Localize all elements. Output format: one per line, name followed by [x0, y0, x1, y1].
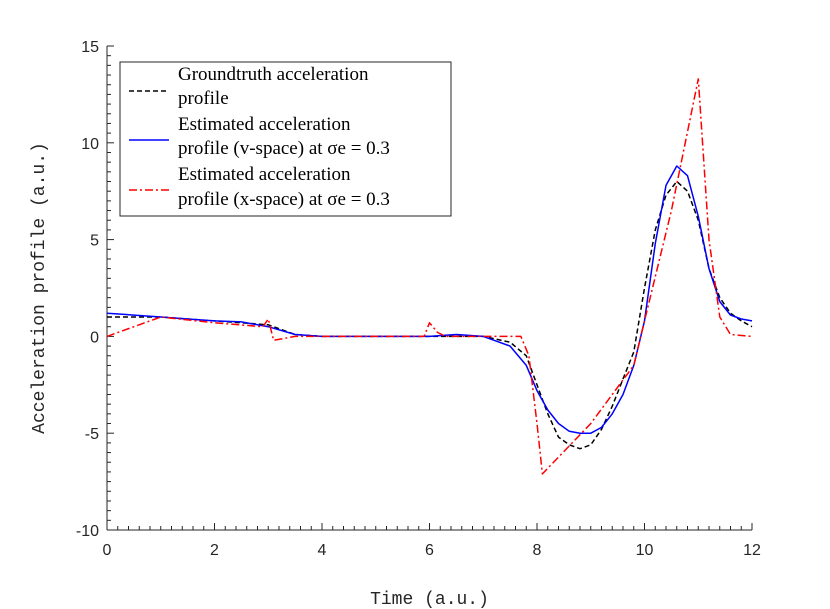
legend-label-v-space-line2: profile (v-space) at σe = 0.3	[178, 138, 390, 159]
x-axis-title: Time (a.u.)	[370, 590, 489, 609]
series-groundtruth-line	[107, 180, 753, 450]
x-tick-label: 6	[425, 542, 434, 559]
y-tick-label: 0	[90, 329, 99, 346]
legend-label-x-space-line1: Estimated acceleration	[178, 164, 351, 185]
legend: Groundtruth acceleration profile Estimat…	[119, 61, 452, 217]
y-axis-title: Acceleration profile (a.u.)	[30, 142, 50, 434]
x-tick-label: 2	[210, 542, 219, 559]
x-tick-label: 8	[533, 542, 542, 559]
y-tick-label: -5	[85, 426, 99, 443]
legend-box	[119, 61, 452, 217]
x-tick-label: 12	[743, 542, 761, 559]
x-tick-label: 0	[103, 542, 112, 559]
legend-label-x-space-line2: profile (x-space) at σe = 0.3	[178, 189, 390, 210]
legend-label-groundtruth-line1: Groundtruth acceleration	[178, 64, 369, 85]
series-layer	[106, 78, 753, 475]
y-tick-label: 10	[81, 136, 99, 153]
y-tick-label: -10	[76, 523, 99, 540]
legend-label-v-space-line1: Estimated acceleration	[178, 114, 351, 135]
y-tick-label: 15	[81, 39, 99, 56]
series-v-space-line	[106, 165, 753, 434]
legend-label-groundtruth-line2: profile	[178, 88, 229, 109]
x-tick-label: 10	[636, 542, 654, 559]
series-x-space-line	[106, 78, 753, 475]
x-tick-label: 4	[318, 542, 327, 559]
y-tick-label: 5	[90, 233, 99, 250]
axes: 0 2 4 6 8 10 12 -10 -5 0 5 10 15 Time (a.u.) Accelerat…	[30, 39, 761, 609]
